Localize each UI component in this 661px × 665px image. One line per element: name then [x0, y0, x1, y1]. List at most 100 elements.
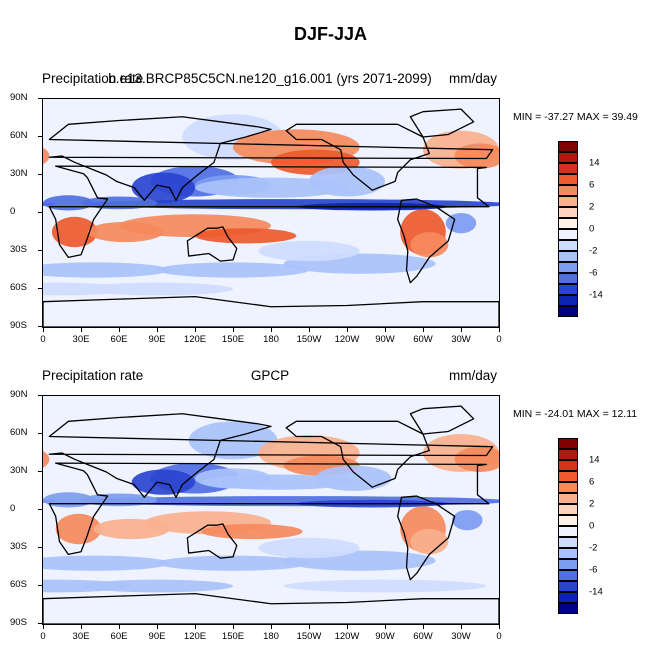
- x-tick-mark: [271, 625, 272, 629]
- x-tick-label: 180: [263, 631, 279, 642]
- coastline: [186, 523, 238, 559]
- x-tick-mark: [43, 328, 44, 332]
- colorbar-segment: [558, 438, 578, 449]
- precip-anomaly-region: [195, 177, 347, 198]
- x-tick-label: 60W: [413, 334, 433, 345]
- colorbar-segment: [558, 482, 578, 493]
- precip-anomaly-region: [315, 465, 392, 491]
- colorbar-label: -14: [589, 289, 603, 301]
- x-tick-label: 150E: [221, 334, 245, 345]
- colorbar-segment: [558, 218, 578, 229]
- y-tick-label: 30S: [10, 541, 27, 552]
- y-tick-label: 90S: [10, 320, 27, 331]
- y-tick-label: 60S: [10, 579, 27, 590]
- colorbar-label: -2: [589, 542, 598, 554]
- colorbar-label: 0: [589, 223, 595, 235]
- min-max-stats: MIN = -37.27 MAX = 39.49: [513, 111, 638, 123]
- x-tick-mark: [461, 625, 462, 629]
- colorbar-label: 0: [589, 520, 595, 532]
- y-tick-label: 0: [10, 503, 16, 514]
- y-tick-mark: [38, 136, 42, 137]
- x-tick-mark: [347, 328, 348, 332]
- y-tick-mark: [38, 288, 42, 289]
- y-tick-label: 30S: [10, 244, 27, 255]
- x-tick-label: 0: [496, 334, 502, 345]
- y-tick-label: 60N: [10, 427, 28, 438]
- coastline: [409, 405, 475, 435]
- colorbar-segment: [558, 251, 578, 262]
- colorbar-segment: [558, 493, 578, 504]
- precip-anomaly-region: [201, 474, 354, 490]
- y-tick-label: 0: [10, 206, 16, 217]
- colorbar-label: -2: [589, 245, 598, 257]
- colorbar-segment: [558, 548, 578, 559]
- precip-anomaly-region: [195, 228, 297, 244]
- precip-anomaly-region: [43, 262, 170, 278]
- precip-anomaly-region: [309, 166, 385, 197]
- precip-anomaly-region: [452, 510, 483, 531]
- colorbar-segment: [558, 515, 578, 526]
- colorbar-label: 14: [589, 157, 600, 169]
- y-tick-mark: [38, 547, 42, 548]
- x-tick-label: 0: [40, 334, 46, 345]
- x-tick-label: 30E: [72, 631, 90, 642]
- colorbar-segment: [558, 163, 578, 174]
- colorbar-segment: [558, 262, 578, 273]
- coastline: [43, 592, 499, 624]
- y-tick-mark: [38, 509, 42, 510]
- x-tick-mark: [233, 328, 234, 332]
- x-tick-mark: [157, 328, 158, 332]
- y-tick-label: 30N: [10, 168, 28, 179]
- colorbar-segment: [558, 592, 578, 603]
- y-tick-label: 90S: [10, 617, 27, 628]
- panel-bottom: Precipitation rate GPCP mm/day MIN = -24…: [0, 365, 661, 665]
- precip-map-top: [42, 98, 500, 328]
- colorbar-label: -6: [589, 564, 598, 576]
- x-tick-label: 30E: [72, 334, 90, 345]
- colorbar-segment: [558, 306, 578, 317]
- x-tick-mark: [499, 625, 500, 629]
- precip-anomaly-region: [258, 240, 360, 262]
- precip-anomaly-region: [258, 537, 360, 559]
- x-tick-mark: [309, 328, 310, 332]
- colorbar-segment: [558, 207, 578, 218]
- precip-anomaly-region: [43, 555, 170, 571]
- precip-anomaly-region: [131, 469, 195, 495]
- colorbar-segment: [558, 284, 578, 295]
- x-tick-label: 30W: [451, 631, 471, 642]
- colorbar-label: -14: [589, 586, 603, 598]
- precip-anomaly-region: [81, 579, 233, 593]
- precip-anomaly-region: [55, 513, 102, 545]
- coastline: [48, 116, 494, 201]
- x-tick-mark: [195, 328, 196, 332]
- x-tick-mark: [499, 328, 500, 332]
- coastline: [397, 198, 456, 284]
- coastline: [397, 495, 456, 581]
- precip-anomaly-region: [157, 262, 309, 278]
- precip-field-top: [43, 99, 499, 327]
- x-tick-mark: [157, 625, 158, 629]
- coastline: [48, 413, 494, 498]
- x-tick-label: 90W: [375, 334, 395, 345]
- x-tick-mark: [233, 625, 234, 629]
- x-tick-mark: [309, 625, 310, 629]
- y-tick-label: 90N: [10, 389, 28, 400]
- precip-field-bottom: [43, 396, 499, 624]
- y-tick-label: 90N: [10, 92, 28, 103]
- colorbar-segment: [558, 581, 578, 592]
- figure-title: DJF-JJA: [293, 24, 368, 44]
- panel-units-label: mm/day: [448, 368, 497, 383]
- y-tick-mark: [38, 585, 42, 586]
- min-max-stats: MIN = -24.01 MAX = 12.11: [513, 408, 638, 420]
- x-tick-mark: [385, 625, 386, 629]
- y-tick-label: 60S: [10, 282, 27, 293]
- x-tick-label: 180: [263, 334, 279, 345]
- x-tick-mark: [43, 625, 44, 629]
- colorbar-segment: [558, 471, 578, 482]
- x-tick-mark: [461, 328, 462, 332]
- x-tick-label: 60E: [110, 631, 128, 642]
- y-tick-mark: [38, 174, 42, 175]
- colorbar-label: 14: [589, 454, 600, 466]
- y-tick-mark: [38, 623, 42, 624]
- y-tick-mark: [38, 250, 42, 251]
